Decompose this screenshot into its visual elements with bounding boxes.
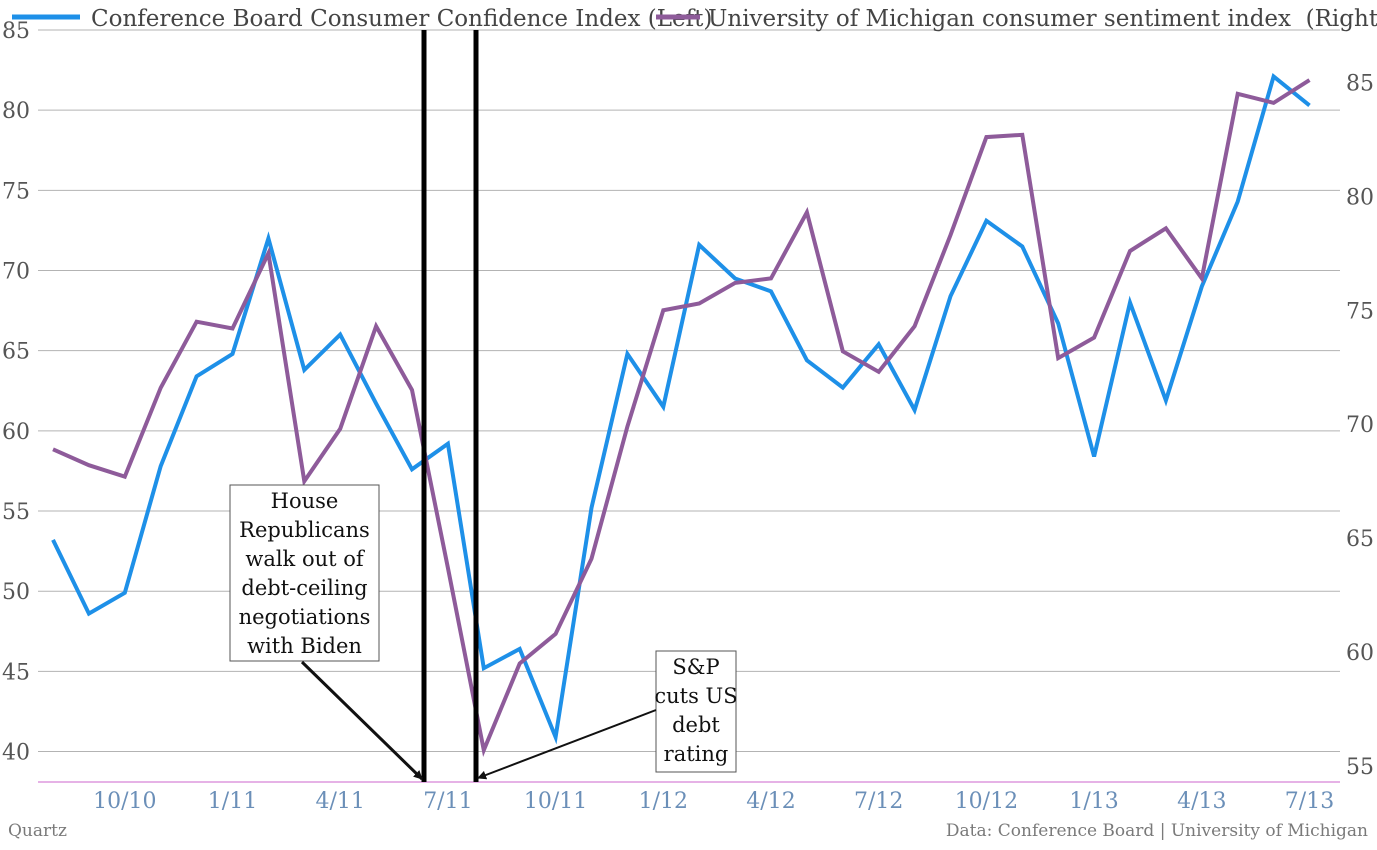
annotation-arrow-sp-downgrade (477, 709, 657, 780)
y-right-tick-label: 55 (1346, 755, 1374, 780)
legend: Conference Board Consumer Confidence Ind… (12, 6, 1377, 32)
y-left-tick-label: 50 (2, 580, 30, 605)
x-tick-label: 1/13 (1069, 789, 1118, 814)
y-right-tick-label: 70 (1346, 413, 1374, 438)
annotation-text-line: with Biden (247, 634, 362, 658)
x-tick-label: 7/13 (1285, 789, 1334, 814)
series-layer (51, 73, 1311, 757)
footer-source-left: Quartz (8, 821, 67, 841)
x-tick-label: 7/12 (854, 789, 903, 814)
y-left-tick-label: 75 (2, 179, 30, 204)
annotation-text-line: cuts US (654, 684, 737, 708)
annotation-text-line: Republicans (239, 518, 370, 542)
x-tick-label: 4/11 (315, 789, 364, 814)
annotation-text-line: rating (664, 742, 729, 766)
annotation-text-line: negotiations (239, 605, 371, 629)
x-tick-label: 1/12 (639, 789, 688, 814)
footer-source-right: Data: Conference Board | University of M… (946, 821, 1368, 841)
x-tick-label: 7/11 (423, 789, 472, 814)
x-tick-label: 10/11 (524, 789, 587, 814)
y-right-tick-label: 85 (1346, 71, 1374, 96)
right-axis: 55 60 65 70 75 80 85 (1346, 71, 1374, 780)
y-left-tick-label: 80 (2, 99, 30, 124)
x-tick-label: 4/13 (1177, 789, 1226, 814)
y-left-tick-label: 60 (2, 420, 30, 445)
x-tick-label: 10/10 (93, 789, 156, 814)
y-left-tick-label: 40 (2, 741, 30, 766)
y-left-tick-label: 45 (2, 660, 30, 685)
y-right-tick-label: 65 (1346, 527, 1374, 552)
annotation-box-debt-ceiling (229, 484, 380, 662)
y-right-tick-label: 60 (1346, 641, 1374, 666)
y-left-tick-label: 85 (2, 19, 30, 44)
legend-label-conference-board: Conference Board Consumer Confidence Ind… (91, 6, 712, 32)
annotation-text-line: walk out of (245, 547, 366, 571)
y-right-tick-label: 80 (1346, 185, 1374, 210)
x-axis: 10/10 1/11 4/11 7/11 10/11 1/12 4/12 7/12 10/12 1… (93, 789, 1334, 814)
legend-label-michigan: University of Michigan consumer sentimen… (708, 6, 1377, 32)
series-line-conference-board (51, 73, 1311, 745)
y-left-tick-label: 55 (2, 500, 30, 525)
annotation-text-line: House (271, 489, 339, 513)
event-markers (421, 30, 479, 782)
footer: Quartz Data: Conference Board | Universi… (8, 821, 1368, 841)
left-axis: 40 45 50 55 60 65 70 75 80 85 (2, 19, 30, 766)
x-tick-label: 10/12 (955, 789, 1018, 814)
x-tick-label: 4/12 (746, 789, 795, 814)
x-tick-label: 1/11 (208, 789, 257, 814)
annotation-text-line: debt-ceiling (241, 576, 367, 600)
annotation-arrow-debt-ceiling (300, 660, 424, 781)
annotation-text-line: S&P (672, 655, 719, 679)
y-left-tick-label: 65 (2, 340, 30, 365)
y-left-tick-label: 70 (2, 260, 30, 285)
annotation-box-sp-downgrade (655, 650, 737, 773)
y-right-tick-label: 75 (1346, 299, 1374, 324)
annotation-text-line: debt (672, 713, 720, 737)
series-line-michigan (52, 78, 1311, 757)
annotations: House Republicans walk out of debt-ceiling n… (229, 484, 738, 781)
